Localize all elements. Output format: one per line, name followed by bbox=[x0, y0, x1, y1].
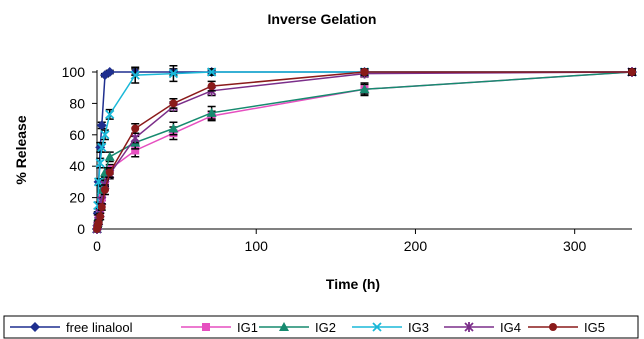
series-ig2 bbox=[92, 67, 637, 233]
x-tick-label-1: 100 bbox=[245, 238, 269, 254]
data-point bbox=[168, 68, 179, 79]
legend-item-ig5: IG5 bbox=[528, 320, 605, 335]
legend-item-ig3: IG3 bbox=[352, 320, 429, 335]
data-point bbox=[105, 109, 115, 120]
data-point bbox=[130, 70, 140, 80]
y-tick-label-5: 100 bbox=[62, 64, 86, 80]
data-point bbox=[359, 84, 370, 94]
plot-area bbox=[92, 64, 637, 234]
chart-title: Inverse Gelation bbox=[268, 11, 377, 27]
y-tick-label-0: 0 bbox=[77, 221, 85, 237]
legend-item-free-linalool: free linalool bbox=[10, 320, 133, 335]
x-axis-label: Time (h) bbox=[326, 276, 380, 292]
data-point bbox=[207, 67, 217, 77]
data-point bbox=[104, 67, 115, 77]
data-point bbox=[96, 212, 105, 221]
x-tick-label-0: 0 bbox=[93, 238, 101, 254]
legend-item-ig4: IG4 bbox=[444, 320, 521, 335]
y-ticks: 0 20 40 60 80 100 bbox=[62, 64, 97, 237]
legend-marker bbox=[202, 323, 210, 331]
data-point bbox=[95, 158, 105, 168]
x-tick-label-2: 200 bbox=[404, 238, 428, 254]
data-point bbox=[97, 142, 107, 152]
x-ticks: 0 100 200 300 bbox=[93, 229, 587, 254]
y-tick-label-2: 40 bbox=[69, 158, 85, 174]
y-tick-label-4: 80 bbox=[69, 95, 85, 111]
legend-frame bbox=[3, 315, 639, 339]
series-ig5 bbox=[93, 68, 636, 233]
x-tick-label-3: 300 bbox=[563, 238, 587, 254]
data-point bbox=[104, 151, 115, 161]
series-line bbox=[96, 71, 632, 230]
y-tick-label-1: 20 bbox=[69, 190, 85, 206]
data-point bbox=[94, 218, 103, 227]
legend-item-ig1: IG1 bbox=[181, 320, 258, 335]
data-point bbox=[207, 82, 216, 91]
data-point bbox=[360, 68, 369, 76]
legend-marker bbox=[279, 322, 289, 331]
legend-label: IG4 bbox=[500, 320, 521, 335]
legend-label: IG3 bbox=[408, 320, 429, 335]
legend-marker bbox=[464, 322, 474, 332]
legend-marker bbox=[549, 323, 557, 331]
legend: free linalool IG1 IG2 IG3 IG4 IG5 bbox=[3, 315, 639, 339]
data-point bbox=[131, 146, 140, 155]
data-point bbox=[628, 68, 636, 76]
legend-marker bbox=[372, 322, 382, 332]
data-point bbox=[131, 124, 140, 133]
data-point bbox=[100, 130, 110, 140]
legend-label: IG2 bbox=[315, 320, 336, 335]
legend-label: IG5 bbox=[584, 320, 605, 335]
data-point bbox=[97, 203, 106, 212]
y-axis-label: % Release bbox=[13, 115, 29, 184]
data-point bbox=[105, 168, 114, 177]
y-tick-label-3: 60 bbox=[69, 127, 85, 143]
legend-label: IG1 bbox=[237, 320, 258, 335]
data-point bbox=[168, 123, 179, 133]
legend-item-ig2: IG2 bbox=[259, 320, 336, 335]
data-point bbox=[206, 107, 217, 117]
data-point bbox=[96, 120, 107, 131]
legend-label: free linalool bbox=[66, 320, 133, 335]
data-point bbox=[100, 185, 109, 194]
data-point bbox=[130, 132, 140, 143]
legend-marker bbox=[30, 322, 40, 332]
data-point bbox=[169, 99, 178, 108]
